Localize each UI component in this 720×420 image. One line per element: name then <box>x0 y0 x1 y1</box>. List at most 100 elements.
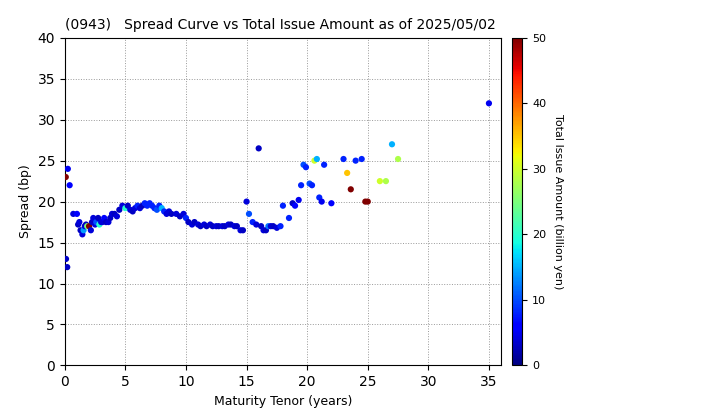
Point <box>153 202 165 209</box>
Point <box>210 223 222 229</box>
Point <box>109 210 120 217</box>
Point <box>171 210 182 217</box>
Point <box>149 205 161 212</box>
Point <box>78 227 89 234</box>
Point <box>81 223 93 229</box>
Point <box>146 202 158 209</box>
Point <box>94 221 105 228</box>
Point <box>217 223 228 229</box>
Point <box>132 202 143 209</box>
Point <box>207 223 218 229</box>
Point <box>247 219 258 226</box>
Point <box>104 215 116 221</box>
Point <box>130 205 141 212</box>
Point <box>229 223 240 229</box>
Point <box>359 198 371 205</box>
Point <box>79 223 91 229</box>
Point <box>251 221 262 228</box>
Point <box>222 221 234 228</box>
Point <box>380 178 392 184</box>
Point <box>237 227 248 234</box>
Text: (0943)   Spread Curve vs Total Issue Amount as of 2025/05/02: (0943) Spread Curve vs Total Issue Amoun… <box>65 18 495 32</box>
Point <box>161 210 172 217</box>
Point <box>243 210 255 217</box>
Point <box>309 157 320 164</box>
Point <box>271 224 283 231</box>
Point <box>100 219 112 226</box>
Point <box>235 227 246 234</box>
Point <box>111 213 122 220</box>
Point <box>73 219 85 226</box>
Point <box>76 231 88 238</box>
Point <box>71 210 83 217</box>
Point <box>201 223 212 229</box>
Point <box>80 221 91 228</box>
Point <box>86 219 98 226</box>
Point <box>73 221 84 228</box>
Point <box>338 156 349 163</box>
Point <box>125 207 136 213</box>
Point <box>85 227 96 234</box>
Point <box>163 208 175 215</box>
Point <box>183 219 194 226</box>
X-axis label: Maturity Tenor (years): Maturity Tenor (years) <box>214 395 352 408</box>
Point <box>64 182 76 189</box>
Point <box>141 202 153 209</box>
Point <box>289 202 301 209</box>
Point <box>134 205 145 212</box>
Point <box>195 223 207 229</box>
Point <box>60 255 72 262</box>
Point <box>318 161 330 168</box>
Point <box>345 186 356 193</box>
Point <box>225 221 237 228</box>
Y-axis label: Spread (bp): Spread (bp) <box>19 165 32 239</box>
Point <box>260 227 271 234</box>
Point <box>267 223 279 229</box>
Point <box>275 223 287 229</box>
Point <box>62 165 73 172</box>
Point <box>213 223 225 229</box>
Point <box>240 198 252 205</box>
Point <box>192 221 204 228</box>
Point <box>137 202 148 209</box>
Point <box>88 215 99 221</box>
Point <box>386 141 397 147</box>
Point <box>295 182 307 189</box>
Point <box>287 200 298 207</box>
Point <box>99 215 110 221</box>
Point <box>84 223 95 229</box>
Point <box>304 180 315 187</box>
Point <box>91 219 102 226</box>
Point <box>204 221 216 228</box>
Point <box>199 221 210 228</box>
Point <box>300 164 312 171</box>
Point <box>158 208 170 215</box>
Point <box>277 202 289 209</box>
Point <box>231 223 243 229</box>
Point <box>60 174 71 181</box>
Point <box>96 219 108 226</box>
Point <box>392 156 404 163</box>
Point <box>258 227 269 234</box>
Point <box>256 223 267 229</box>
Point <box>174 213 186 220</box>
Point <box>316 198 328 205</box>
Point <box>219 223 230 229</box>
Point <box>265 223 276 229</box>
Point <box>178 210 189 217</box>
Point <box>144 200 156 207</box>
Point <box>293 197 305 203</box>
Point <box>117 202 128 209</box>
Point <box>311 156 323 163</box>
Point <box>166 210 177 217</box>
Point <box>263 223 274 229</box>
Point <box>114 207 125 213</box>
Point <box>156 205 168 212</box>
Point <box>283 215 294 221</box>
Point <box>189 219 200 226</box>
Point <box>122 202 134 209</box>
Point <box>325 200 337 207</box>
Point <box>61 264 73 270</box>
Point <box>253 145 264 152</box>
Point <box>298 161 310 168</box>
